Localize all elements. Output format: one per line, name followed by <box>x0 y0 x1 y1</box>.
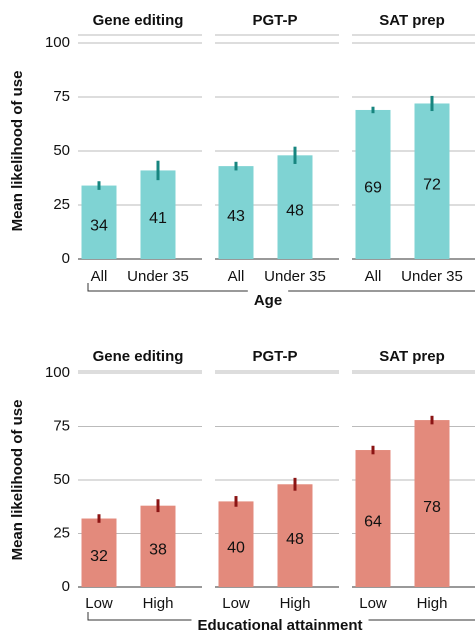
bar <box>81 518 117 587</box>
data-label: 40 <box>227 539 245 556</box>
data-label: 43 <box>227 208 245 225</box>
panel-title: PGT-P <box>252 12 297 29</box>
x-tick-label: All <box>228 268 245 285</box>
data-label: 78 <box>423 499 441 516</box>
data-label: 34 <box>90 217 108 234</box>
x-tick-label: Under 35 <box>127 268 189 285</box>
y-axis-label: Mean likelihood of use <box>9 400 26 561</box>
x-tick-label: All <box>91 268 108 285</box>
x-tick-label: Under 35 <box>401 268 463 285</box>
data-label: 48 <box>286 202 304 219</box>
bar <box>414 103 450 259</box>
x-tick-label: High <box>417 595 448 612</box>
y-tick-label: 50 <box>53 142 70 159</box>
data-label: 69 <box>364 180 382 197</box>
x-tick-label: Low <box>222 595 250 612</box>
data-label: 41 <box>149 210 167 227</box>
y-tick-label: 25 <box>53 196 70 213</box>
panel-title: SAT prep <box>379 348 445 365</box>
y-tick-label: 100 <box>45 34 70 51</box>
data-label: 72 <box>423 176 441 193</box>
bar <box>140 170 176 259</box>
x-tick-label: All <box>365 268 382 285</box>
x-axis-label-bg <box>247 285 289 297</box>
bar <box>414 420 450 587</box>
x-tick-label: High <box>143 595 174 612</box>
y-tick-label: 75 <box>53 88 70 105</box>
panel-title: PGT-P <box>252 348 297 365</box>
x-tick-label: Low <box>359 595 387 612</box>
y-axis-label: Mean likelihood of use <box>9 71 26 232</box>
bar <box>218 166 254 259</box>
data-label: 38 <box>149 542 167 559</box>
bar <box>140 505 176 587</box>
x-tick-label: High <box>280 595 311 612</box>
bar <box>218 501 254 587</box>
panel-title: Gene editing <box>93 12 184 29</box>
bar <box>355 450 391 587</box>
bar <box>277 155 313 259</box>
y-tick-label: 75 <box>53 417 70 434</box>
y-tick-label: 50 <box>53 471 70 488</box>
x-axis-label: Educational attainment <box>197 617 362 633</box>
y-tick-label: 0 <box>62 578 70 595</box>
panel-title: SAT prep <box>379 12 445 29</box>
bar <box>355 109 391 260</box>
x-axis-label: Age <box>254 292 282 309</box>
group-bracket <box>87 283 475 292</box>
data-label: 48 <box>286 531 304 548</box>
x-tick-label: Under 35 <box>264 268 326 285</box>
x-tick-label: Low <box>85 595 113 612</box>
bar <box>81 185 117 259</box>
x-axis-label-bg <box>191 614 369 626</box>
y-tick-label: 100 <box>45 364 70 381</box>
y-tick-label: 25 <box>53 524 70 541</box>
bar <box>277 484 313 587</box>
data-label: 32 <box>90 548 108 565</box>
panel-title: Gene editing <box>93 348 184 365</box>
y-tick-label: 0 <box>62 250 70 267</box>
data-label: 64 <box>364 514 382 531</box>
